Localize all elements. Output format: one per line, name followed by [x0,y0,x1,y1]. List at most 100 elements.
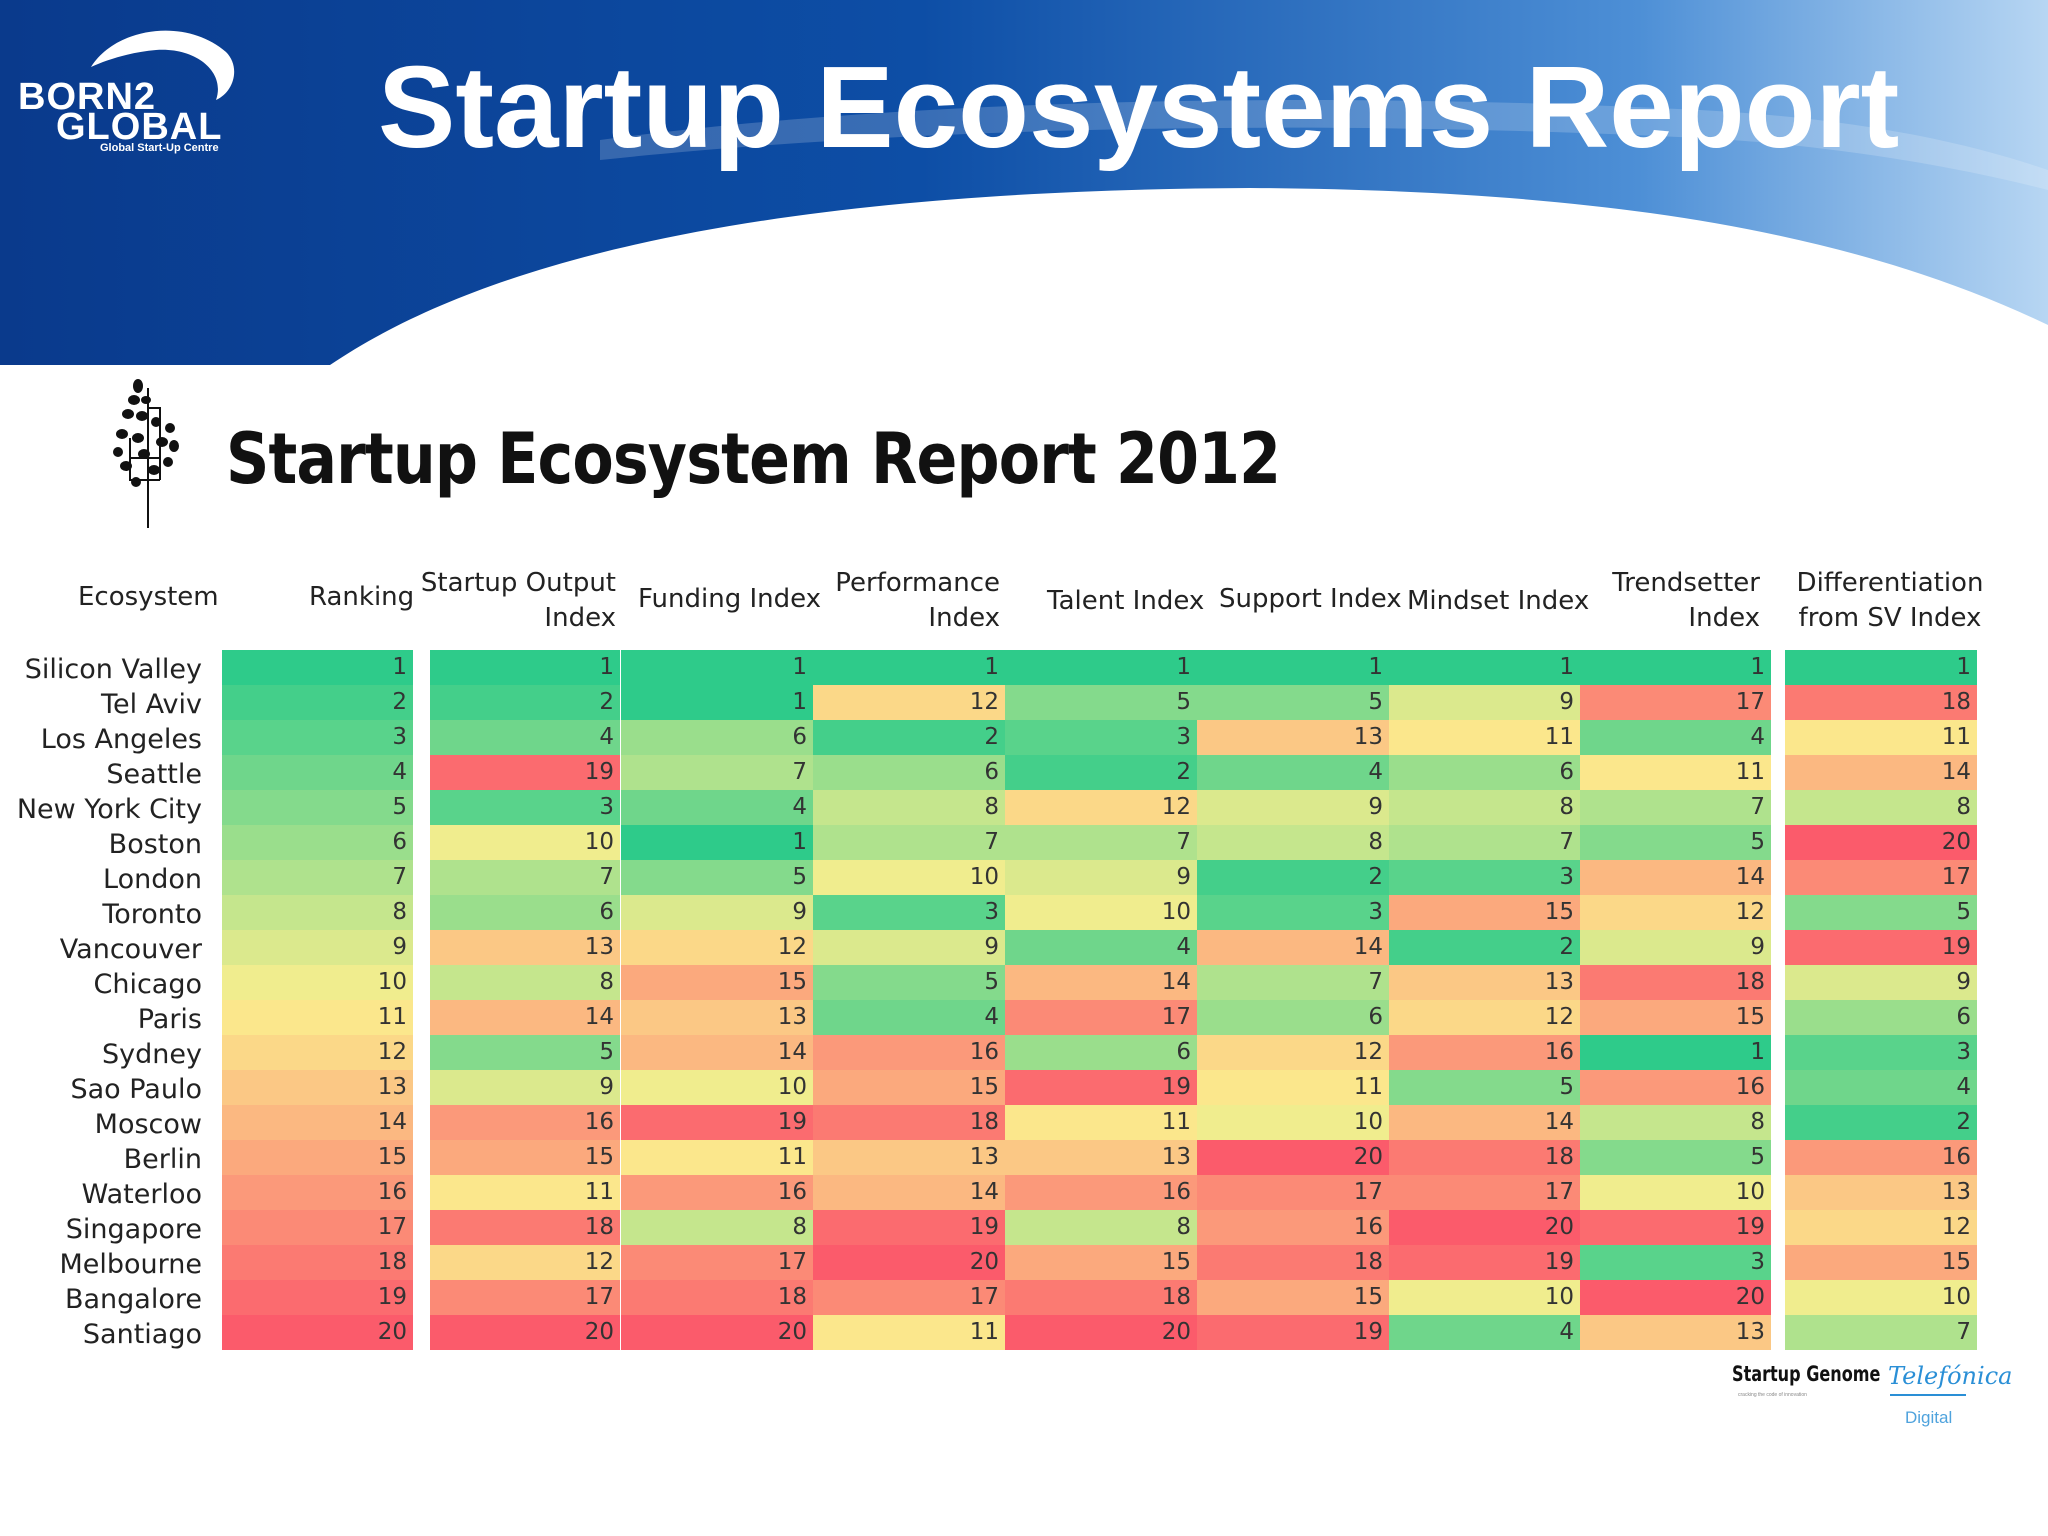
cell-output: 7 [430,860,620,895]
cell-output: 9 [430,1070,620,1105]
cell-performance: 16 [813,1035,1005,1070]
row-city-label: Moscow [94,1109,202,1140]
cell-talent: 7 [1005,825,1197,860]
cell-ranking: 4 [222,755,413,790]
header-startup-output-line1: Startup Output [420,568,616,598]
cell-output: 16 [430,1105,620,1140]
cell-talent: 11 [1005,1105,1197,1140]
cell-performance: 18 [813,1105,1005,1140]
cell-output: 6 [430,895,620,930]
cell-performance: 14 [813,1175,1005,1210]
logo-wave-icon [91,30,235,101]
cell-output: 15 [430,1140,620,1175]
cell-support: 9 [1197,790,1389,825]
cell-ranking: 16 [222,1175,413,1210]
cell-differentiation: 10 [1785,1280,1977,1315]
cell-trendsetter: 4 [1580,720,1771,755]
cell-mindset: 19 [1389,1245,1580,1280]
tree-icon [113,379,179,528]
cell-trendsetter: 16 [1580,1070,1771,1105]
cell-differentiation: 16 [1785,1140,1977,1175]
cell-funding: 1 [621,685,813,720]
cell-performance: 10 [813,860,1005,895]
cell-funding: 10 [621,1070,813,1105]
header-performance-line2: Index [928,603,1000,633]
header-startup-output: Startup Output Index [400,566,616,636]
cell-performance: 5 [813,965,1005,1000]
cell-funding: 7 [621,755,813,790]
cell-funding: 6 [621,720,813,755]
cell-mindset: 9 [1389,685,1580,720]
cell-performance: 15 [813,1070,1005,1105]
row-city-label: Tel Aviv [101,689,202,720]
cell-funding: 11 [621,1140,813,1175]
cell-performance: 19 [813,1210,1005,1245]
cell-mindset: 1 [1389,650,1580,685]
cell-output: 8 [430,965,620,1000]
telefonica-underline [1890,1394,1966,1396]
cell-trendsetter: 9 [1580,930,1771,965]
cell-trendsetter: 13 [1580,1315,1771,1350]
header-differentiation-line2: from SV Index [1798,603,1982,633]
header-support: Support Index [1219,584,1402,614]
cell-talent: 19 [1005,1070,1197,1105]
cell-ranking: 20 [222,1315,413,1350]
cell-differentiation: 15 [1785,1245,1977,1280]
header-differentiation: Differentiation from SV Index [1783,566,1997,636]
cell-talent: 15 [1005,1245,1197,1280]
cell-trendsetter: 1 [1580,1035,1771,1070]
row-city-label: Singapore [65,1214,202,1245]
cell-talent: 17 [1005,1000,1197,1035]
cell-mindset: 16 [1389,1035,1580,1070]
row-city-label: Seattle [106,759,202,790]
cell-output: 13 [430,930,620,965]
cell-performance: 13 [813,1140,1005,1175]
cell-funding: 8 [621,1210,813,1245]
cell-mindset: 15 [1389,895,1580,930]
row-city-label: Chicago [93,969,202,1000]
cell-trendsetter: 7 [1580,790,1771,825]
cell-mindset: 14 [1389,1105,1580,1140]
cell-performance: 11 [813,1315,1005,1350]
cell-performance: 1 [813,650,1005,685]
cell-performance: 20 [813,1245,1005,1280]
cell-support: 18 [1197,1245,1389,1280]
cell-performance: 4 [813,1000,1005,1035]
cell-talent: 10 [1005,895,1197,930]
cell-trendsetter: 19 [1580,1210,1771,1245]
header-startup-output-line2: Index [544,603,616,633]
header-banner [0,0,2048,370]
cell-trendsetter: 18 [1580,965,1771,1000]
cell-funding: 17 [621,1245,813,1280]
cell-support: 13 [1197,720,1389,755]
cell-support: 14 [1197,930,1389,965]
row-city-label: New York City [16,794,202,825]
row-city-label: Sao Paulo [70,1074,202,1105]
cell-ranking: 14 [222,1105,413,1140]
cell-mindset: 3 [1389,860,1580,895]
cell-ranking: 18 [222,1245,413,1280]
row-city-label: Sydney [102,1039,202,1070]
cell-support: 15 [1197,1280,1389,1315]
cell-performance: 8 [813,790,1005,825]
born2global-logo: BORN2 GLOBAL Global Start-Up Centre [18,22,235,167]
cell-differentiation: 19 [1785,930,1977,965]
logo-text-line2: GLOBAL [56,106,223,148]
cell-talent: 18 [1005,1280,1197,1315]
cell-talent: 1 [1005,650,1197,685]
cell-talent: 12 [1005,790,1197,825]
cell-trendsetter: 14 [1580,860,1771,895]
cell-differentiation: 17 [1785,860,1977,895]
cell-mindset: 13 [1389,965,1580,1000]
row-city-label: Toronto [102,899,202,930]
cell-funding: 15 [621,965,813,1000]
cell-output: 5 [430,1035,620,1070]
cell-talent: 2 [1005,755,1197,790]
cell-ranking: 13 [222,1070,413,1105]
header-trendsetter: Trendsetter Index [1560,566,1760,636]
header-mindset: Mindset Index [1407,586,1590,616]
header-funding: Funding Index [638,584,822,614]
header-ecosystem: Ecosystem [78,582,219,612]
cell-support: 4 [1197,755,1389,790]
cell-funding: 16 [621,1175,813,1210]
